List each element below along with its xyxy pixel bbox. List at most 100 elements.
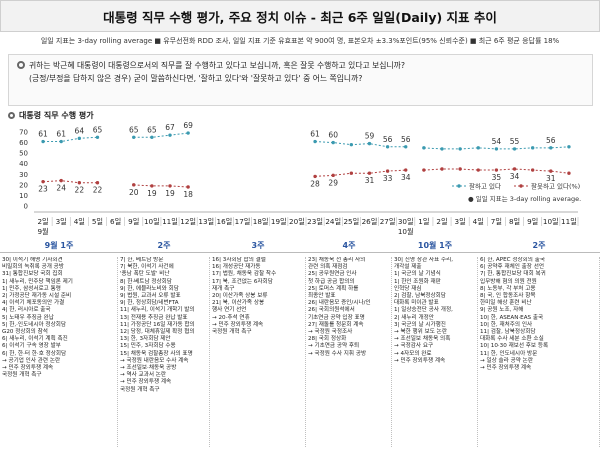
event-item: 30| 진영 장관 사표 수리, bbox=[394, 257, 454, 263]
event-column: 30| 진영 장관 사표 수리, 개각설 제출 1| 국군의 날 기념식 1| 한인 … bbox=[392, 257, 478, 447]
event-item: → 민주 장외투쟁 계속 bbox=[394, 357, 446, 364]
event-item: → 민주 장외투쟁 계속 bbox=[2, 365, 54, 372]
event-item: → 일상 슬라 공약 논란 bbox=[480, 357, 533, 364]
x-tick-label: 7일 bbox=[491, 217, 502, 226]
event-item: 20| 이산가족 상봉 보류 bbox=[212, 293, 268, 300]
event-item: 9| 한, 에블라노비와 회담 bbox=[120, 285, 179, 292]
negative-data-point bbox=[349, 171, 354, 175]
event-item: 10| 한, 재처주의 인사 bbox=[480, 321, 533, 328]
negative-data-label: 34 bbox=[510, 172, 520, 181]
event-item: 국정원 개혁 촉구 bbox=[2, 372, 42, 379]
x-tick-label: 5일 bbox=[92, 217, 103, 226]
negative-data-point bbox=[59, 178, 63, 183]
event-item: 대화록 수사 세분 소환 소실 bbox=[480, 336, 544, 343]
period-label: 4주 bbox=[342, 241, 356, 250]
event-item: 재개 촉구 bbox=[212, 285, 235, 292]
y-tick-label: 50 bbox=[19, 150, 28, 158]
event-item: 국정원 개혁 촉구 bbox=[120, 386, 160, 393]
positive-data-label: 54 bbox=[492, 137, 502, 146]
x-tick-label: 20일 bbox=[289, 217, 305, 226]
event-item: 2| 검찰, 남북정상회담 bbox=[394, 293, 446, 300]
event-item: 13| 한, 3자회담 제안 bbox=[120, 336, 171, 343]
period-label: 2주 bbox=[157, 241, 171, 250]
positive-data-label: 67 bbox=[165, 123, 175, 132]
x-tick-label: 23일 bbox=[307, 217, 323, 226]
positive-series-line bbox=[315, 141, 406, 148]
month-label: 9월 bbox=[37, 227, 48, 236]
x-tick-label: 10일 bbox=[543, 217, 559, 226]
y-tick-label: 10 bbox=[19, 192, 28, 200]
event-item: 23| 채동욱 전 총리 사의 bbox=[308, 257, 366, 263]
event-column: 6| 한, APEC 정상회의 출국 6| 공약후 재체인 출장 선언 7| 한, … bbox=[478, 257, 600, 447]
positive-data-label: 56 bbox=[401, 135, 411, 144]
page-title: 대통령 직무 수행 평가, 주요 정치 이슈 - 최근 6주 일일(Daily)… bbox=[103, 9, 497, 25]
positive-data-point bbox=[349, 142, 354, 147]
event-item: 최종안 발표 bbox=[308, 293, 336, 300]
event-item: → 4자모의 완료 bbox=[394, 350, 432, 357]
negative-data-point bbox=[512, 167, 517, 171]
positive-data-label: 61 bbox=[38, 130, 48, 139]
x-tick-label: 11일 bbox=[561, 217, 577, 226]
event-item: 6| 한, 한·터 한·호 정상회담 bbox=[2, 350, 67, 357]
negative-data-point bbox=[132, 183, 136, 187]
negative-series-line bbox=[133, 184, 189, 188]
negative-data-point bbox=[567, 171, 571, 175]
event-item: 13| 전재용 추징금 완납 발표 bbox=[120, 314, 188, 321]
event-item: 6| 새누리, 이석기 계획 촉진 bbox=[2, 336, 68, 343]
event-item: 4| 한, 러시아로 출국 bbox=[2, 307, 51, 314]
positive-data-point bbox=[458, 147, 462, 151]
positive-data-point bbox=[331, 140, 335, 145]
negative-data-label: 34 bbox=[401, 173, 411, 182]
event-item: 16| 3자회담 합의 결렬 bbox=[212, 257, 266, 263]
negative-data-point bbox=[404, 168, 408, 172]
x-tick-label: 10일 bbox=[144, 217, 160, 226]
positive-data-label: 60 bbox=[328, 131, 338, 140]
positive-data-point bbox=[549, 146, 553, 150]
negative-data-point bbox=[476, 168, 480, 172]
event-item: 9| 법원, 교과서 오류 발표 bbox=[120, 293, 181, 300]
negative-data-point bbox=[95, 181, 100, 185]
event-item: 4| 이석기 체포동의안 가결 bbox=[2, 300, 65, 307]
positive-data-label: 61 bbox=[56, 130, 66, 139]
positive-data-point bbox=[313, 139, 317, 144]
period-label: 10월 1주 bbox=[417, 241, 453, 250]
x-tick-label: 3일 bbox=[56, 217, 67, 226]
negative-data-label: 24 bbox=[56, 184, 66, 193]
event-item: → 민주 장외투쟁 계속 bbox=[212, 321, 264, 328]
event-item: 25| 공무원연금 인사 bbox=[308, 271, 357, 278]
positive-data-point bbox=[77, 136, 82, 141]
negative-data-label: 35 bbox=[492, 173, 502, 182]
event-item: 3| 국군의 날 시가행진 bbox=[394, 321, 446, 328]
event-item: 6| 한, APEC 정상회의 출국 bbox=[480, 257, 545, 263]
negative-data-label: 31 bbox=[546, 174, 556, 183]
event-item: 2| 가정공단 재가동 시설 준비 bbox=[2, 293, 72, 300]
positive-data-point bbox=[168, 133, 172, 137]
positive-data-point bbox=[41, 139, 45, 144]
question-line-1: 귀하는 박근혜 대통령이 대통령으로서의 직무를 잘 수행하고 있다고 보십니까… bbox=[17, 59, 584, 72]
month-label: 10월 bbox=[398, 227, 414, 236]
x-tick-label: 17일 bbox=[235, 217, 251, 226]
y-tick-label: 60 bbox=[19, 139, 28, 147]
negative-data-point bbox=[313, 174, 317, 179]
x-tick-label: 27일 bbox=[380, 217, 396, 226]
negative-data-point bbox=[422, 168, 426, 172]
positive-data-point bbox=[422, 146, 426, 150]
ring-bullet-icon bbox=[8, 112, 15, 119]
positive-data-point bbox=[150, 135, 154, 139]
y-tick-label: 30 bbox=[19, 171, 28, 179]
event-item: 17| 법원, 채동욱 감찰 착수 bbox=[212, 271, 277, 278]
event-item: 8| 한·베트남 정상회담 bbox=[120, 278, 172, 285]
y-tick-label: 0 bbox=[24, 203, 28, 211]
negative-legend-label: 잘못하고 있다(%) bbox=[531, 182, 580, 191]
event-item: 비밀회의 녹취록 공개 공방 bbox=[2, 264, 64, 271]
negative-data-label: 23 bbox=[38, 185, 48, 194]
negative-data-label: 29 bbox=[328, 178, 338, 187]
negative-series-line bbox=[43, 180, 98, 184]
ring-bullet-icon bbox=[17, 61, 25, 69]
event-item: 행사 연기 선언 bbox=[212, 307, 247, 314]
negative-data-point bbox=[186, 185, 190, 189]
event-item: 1| 한인 조원화 재판 bbox=[394, 278, 441, 285]
negative-data-label: 20 bbox=[129, 188, 139, 197]
event-item: 17| 북, 조건없는 6자회담 bbox=[212, 278, 273, 285]
event-column: 16| 3자회담 합의 결렬 16| 개성공단 재가동 17| 법원, 채동욱 감찰… bbox=[210, 257, 306, 447]
